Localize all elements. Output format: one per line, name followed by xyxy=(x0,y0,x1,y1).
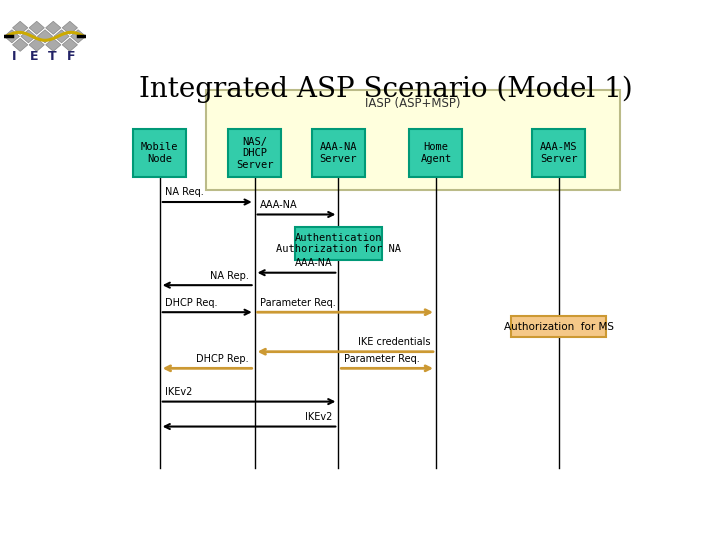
Text: I: I xyxy=(12,50,17,63)
Polygon shape xyxy=(37,30,53,43)
FancyBboxPatch shape xyxy=(312,129,365,177)
Text: T: T xyxy=(48,50,57,63)
FancyBboxPatch shape xyxy=(133,129,186,177)
Text: IKEv2: IKEv2 xyxy=(305,412,333,422)
Text: IKEv2: IKEv2 xyxy=(166,387,193,397)
Text: Integrated ASP Scenario (Model 1): Integrated ASP Scenario (Model 1) xyxy=(139,75,633,103)
Text: IASP (ASP+MSP): IASP (ASP+MSP) xyxy=(365,97,461,110)
Text: AAA-NA: AAA-NA xyxy=(295,258,333,268)
Polygon shape xyxy=(62,21,78,35)
FancyBboxPatch shape xyxy=(410,129,462,177)
FancyBboxPatch shape xyxy=(532,129,585,177)
Text: AAA-NA: AAA-NA xyxy=(260,200,298,210)
Text: Parameter Req.: Parameter Req. xyxy=(260,298,336,308)
Text: AAA-MS
Server: AAA-MS Server xyxy=(540,143,577,164)
Text: AAA-NA
Server: AAA-NA Server xyxy=(320,143,357,164)
Text: E: E xyxy=(30,50,39,63)
FancyBboxPatch shape xyxy=(228,129,281,177)
Text: F: F xyxy=(66,50,75,63)
Text: Parameter Req.: Parameter Req. xyxy=(344,354,420,364)
Polygon shape xyxy=(62,38,78,51)
Polygon shape xyxy=(45,21,61,35)
Text: NAS/
DHCP
Server: NAS/ DHCP Server xyxy=(236,137,274,170)
Text: DHCP Req.: DHCP Req. xyxy=(166,298,218,308)
Text: Authorization  for MS: Authorization for MS xyxy=(504,322,613,332)
Text: NA Req.: NA Req. xyxy=(166,187,204,198)
Text: Home
Agent: Home Agent xyxy=(420,143,451,164)
Polygon shape xyxy=(12,38,28,51)
FancyBboxPatch shape xyxy=(206,90,620,190)
Polygon shape xyxy=(21,30,36,43)
Text: Mobile
Node: Mobile Node xyxy=(141,143,179,164)
Text: IKE credentials: IKE credentials xyxy=(358,337,431,347)
Polygon shape xyxy=(71,30,86,43)
Text: Authentication
Authorization for NA: Authentication Authorization for NA xyxy=(276,233,401,254)
Polygon shape xyxy=(45,38,61,51)
Polygon shape xyxy=(29,38,45,51)
Polygon shape xyxy=(29,21,45,35)
Polygon shape xyxy=(4,30,19,43)
FancyBboxPatch shape xyxy=(511,316,606,337)
Text: NA Rep.: NA Rep. xyxy=(210,271,249,281)
Text: DHCP Rep.: DHCP Rep. xyxy=(197,354,249,364)
Polygon shape xyxy=(12,21,28,35)
Polygon shape xyxy=(54,30,69,43)
FancyBboxPatch shape xyxy=(295,227,382,260)
